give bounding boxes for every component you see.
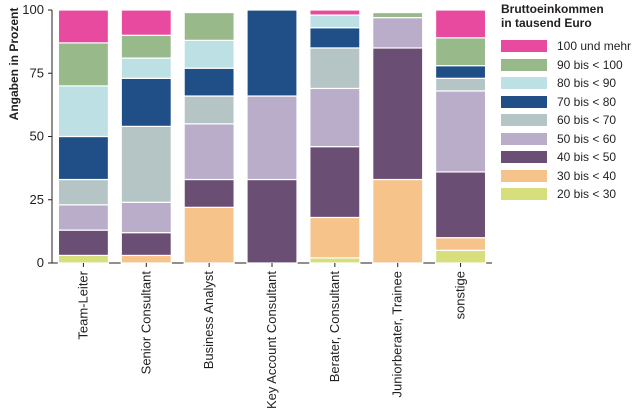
bar-segment — [309, 47, 361, 90]
bar-segment — [434, 171, 487, 239]
legend-swatch — [501, 132, 547, 145]
bar-segment — [57, 204, 110, 231]
bar-segment — [434, 9, 487, 39]
bar-segment — [434, 237, 487, 251]
bar-segment — [309, 87, 361, 148]
x-tick-label: Senior Consultant — [138, 271, 153, 375]
bar-segment — [57, 254, 110, 264]
bar-segment — [183, 95, 235, 125]
bar-segment — [57, 85, 110, 138]
bar-segment — [57, 42, 110, 87]
bar-segment — [309, 257, 361, 264]
bar-segment — [57, 135, 110, 181]
legend: Bruttoeinkommen in tausend Euro 100 und … — [501, 2, 637, 204]
bar-segment — [434, 37, 487, 67]
plot-area: 0 25 50 75 100 Team-Leiter Senior Consultant Bu… — [22, 2, 492, 409]
bar-segment — [246, 95, 298, 181]
y-tick-label: 0 — [37, 255, 44, 270]
bar-segment — [120, 254, 172, 264]
bar-segment — [434, 65, 487, 79]
x-tick-label: Berater, Consultant — [327, 271, 342, 383]
legend-item: 80 bis < 90 — [501, 74, 637, 93]
bar-segment — [183, 11, 235, 41]
bar-segment — [120, 232, 172, 257]
bar-segment — [309, 27, 361, 49]
legend-swatch — [501, 151, 547, 164]
bar-segment — [120, 125, 172, 203]
bar-segment — [57, 9, 110, 44]
x-tick-label: Juniorberater, Trainee — [390, 271, 405, 397]
legend-items: 100 und mehr 90 bis < 100 80 bis < 90 70 bi… — [501, 37, 637, 204]
bar-segment — [372, 47, 424, 181]
bar-segment — [309, 14, 361, 29]
x-tick-label: Team-Leiter — [75, 270, 90, 339]
x-tick-label: Key Account Consultant — [264, 271, 279, 409]
legend-label: 90 bis < 100 — [557, 57, 623, 72]
y-tick-label: 25 — [30, 192, 44, 207]
legend-swatch — [501, 40, 547, 53]
bar-segment — [57, 178, 110, 206]
legend-label: 30 bis < 40 — [557, 168, 617, 183]
legend-item: 20 bis < 30 — [501, 185, 637, 204]
bar-segment — [120, 57, 172, 79]
legend-swatch — [501, 114, 547, 127]
y-tick-label: 100 — [22, 2, 44, 17]
legend-item: 40 bis < 50 — [501, 148, 637, 167]
bar-segment — [372, 16, 424, 49]
legend-label: 80 bis < 90 — [557, 76, 617, 91]
legend-swatch — [501, 95, 547, 108]
bar-segment — [434, 77, 487, 92]
bar-segment — [120, 9, 172, 36]
bar-segment — [183, 178, 235, 208]
legend-item: 100 und mehr — [501, 37, 637, 56]
legend-label: 20 bis < 30 — [557, 187, 617, 202]
bar-segment — [57, 229, 110, 257]
legend-swatch — [501, 169, 547, 182]
legend-item: 90 bis < 100 — [501, 56, 637, 75]
bar-segment — [120, 77, 172, 127]
bar-segment — [309, 9, 361, 16]
legend-item: 60 bis < 70 — [501, 111, 637, 130]
x-tick-label: sonstige — [453, 271, 468, 319]
legend-label: 60 bis < 70 — [557, 113, 617, 128]
bar-segment — [434, 249, 487, 264]
bar-segment — [246, 9, 298, 97]
bar-segment — [372, 178, 424, 264]
legend-swatch — [501, 58, 547, 71]
legend-item: 50 bis < 60 — [501, 130, 637, 149]
legend-label: 70 bis < 80 — [557, 94, 617, 109]
legend-item: 30 bis < 40 — [501, 167, 637, 186]
legend-title: Bruttoeinkommen in tausend Euro — [501, 2, 637, 30]
legend-label: 100 und mehr — [557, 39, 632, 54]
bar-segment — [183, 67, 235, 97]
bar-segment — [372, 11, 424, 19]
x-tick-label: Business Analyst — [201, 271, 216, 370]
y-tick-label: 75 — [30, 65, 44, 80]
bar-segment — [120, 34, 172, 59]
y-axis-label: Angaben in Prozent — [7, 8, 21, 121]
bar-segment — [120, 201, 172, 234]
legend-label: 40 bis < 50 — [557, 150, 617, 165]
bar-segment — [183, 123, 235, 181]
bar-segment — [309, 216, 361, 259]
bar-segment — [183, 206, 235, 264]
legend-title-line: in tausend Euro — [501, 16, 592, 30]
y-tick-label: 50 — [30, 129, 44, 144]
bar-segment — [183, 39, 235, 69]
legend-swatch — [501, 77, 547, 90]
bar-segment — [309, 146, 361, 219]
legend-swatch — [501, 188, 547, 201]
legend-item: 70 bis < 80 — [501, 93, 637, 112]
bar-segment — [246, 178, 298, 264]
bar-segment — [434, 90, 487, 173]
legend-label: 50 bis < 60 — [557, 131, 617, 146]
legend-title-line: Bruttoeinkommen — [501, 2, 604, 16]
